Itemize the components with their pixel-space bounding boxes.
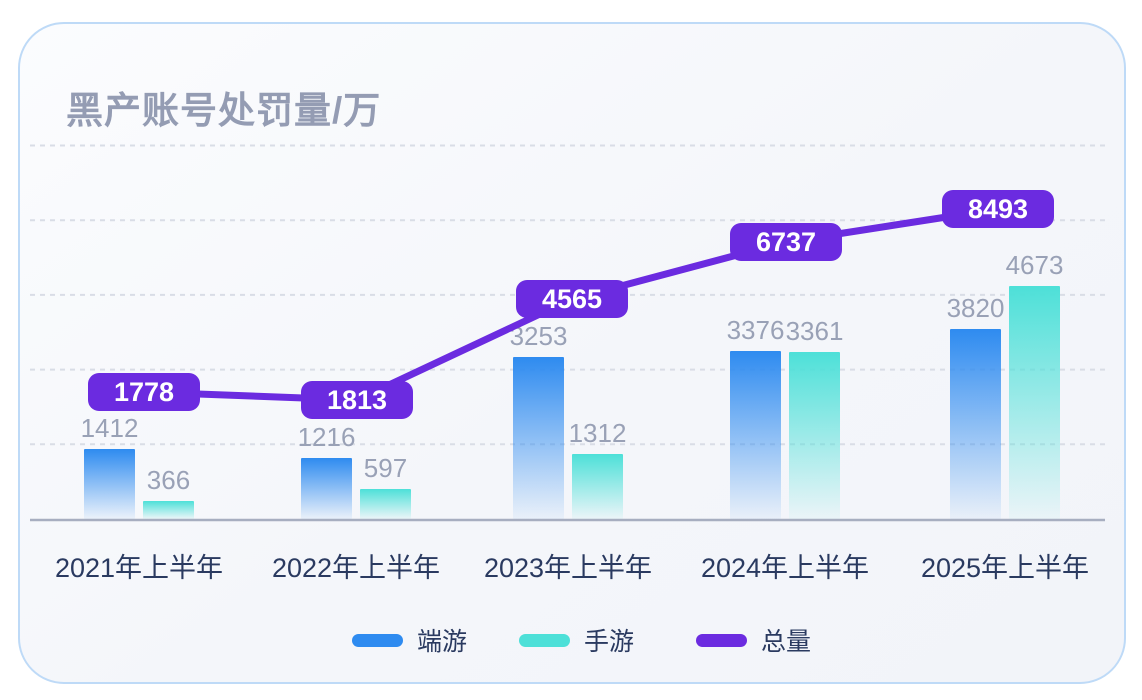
total-badge-2023: 4565 (516, 280, 628, 318)
pc-value-label-2025: 3820 (946, 292, 1005, 323)
legend-swatch-total (696, 633, 747, 647)
pc-bar-2024 (730, 350, 781, 519)
pc-value-label-2021: 1412 (80, 412, 139, 443)
pc-value-label-2022: 1216 (297, 422, 356, 453)
legend-label-total: 总量 (761, 628, 812, 656)
legend-item-mobile: 手游 (519, 622, 634, 658)
pc-value-label-2024: 3376 (726, 314, 785, 345)
legend-swatch-pc (352, 633, 403, 647)
mobile-value-label-2025: 4673 (1005, 250, 1064, 281)
mobile-value-label-2022: 597 (363, 453, 408, 484)
total-badge-2024: 6737 (730, 223, 842, 261)
pc-bar-2023 (513, 356, 564, 519)
mobile-bar-2024 (789, 351, 840, 519)
pc-bar-2025 (950, 328, 1001, 519)
mobile-value-label-2024: 3361 (785, 315, 844, 346)
legend-item-total: 总量 (696, 622, 811, 658)
legend-label-pc: 端游 (417, 628, 468, 656)
legend-label-mobile: 手游 (584, 628, 635, 656)
x-axis-label-2022: 2022年上半年 (271, 553, 441, 583)
x-axis-label-2023: 2023年上半年 (483, 553, 653, 583)
x-axis-label-2024: 2024年上半年 (700, 553, 870, 583)
mobile-bar-2021 (143, 500, 194, 519)
mobile-bar-2023 (572, 453, 623, 519)
chart-title: 黑产账号处罚量/万 (66, 90, 382, 131)
legend-item-pc: 端游 (352, 622, 467, 658)
total-badge-2021: 1778 (88, 373, 200, 411)
chart-card: 黑产账号处罚量/万 (18, 22, 1126, 684)
mobile-bar-2022 (360, 489, 411, 519)
pc-bar-2021 (84, 448, 135, 519)
mobile-bar-2025 (1009, 286, 1060, 519)
total-badge-2022: 1813 (301, 381, 413, 419)
mobile-value-label-2023: 1312 (568, 417, 627, 448)
x-axis-label-2021: 2021年上半年 (54, 553, 224, 583)
legend-swatch-mobile (519, 633, 570, 647)
x-axis-label-2025: 2025年上半年 (920, 553, 1090, 583)
total-badge-2025: 8493 (942, 190, 1054, 228)
mobile-value-label-2021: 366 (146, 464, 191, 495)
pc-bar-2022 (301, 458, 352, 519)
